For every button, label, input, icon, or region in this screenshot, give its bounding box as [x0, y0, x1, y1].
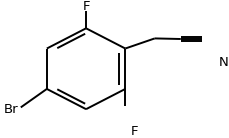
Text: Br: Br [3, 103, 18, 116]
Text: F: F [82, 0, 90, 13]
Text: F: F [131, 125, 138, 138]
Text: N: N [218, 56, 227, 69]
